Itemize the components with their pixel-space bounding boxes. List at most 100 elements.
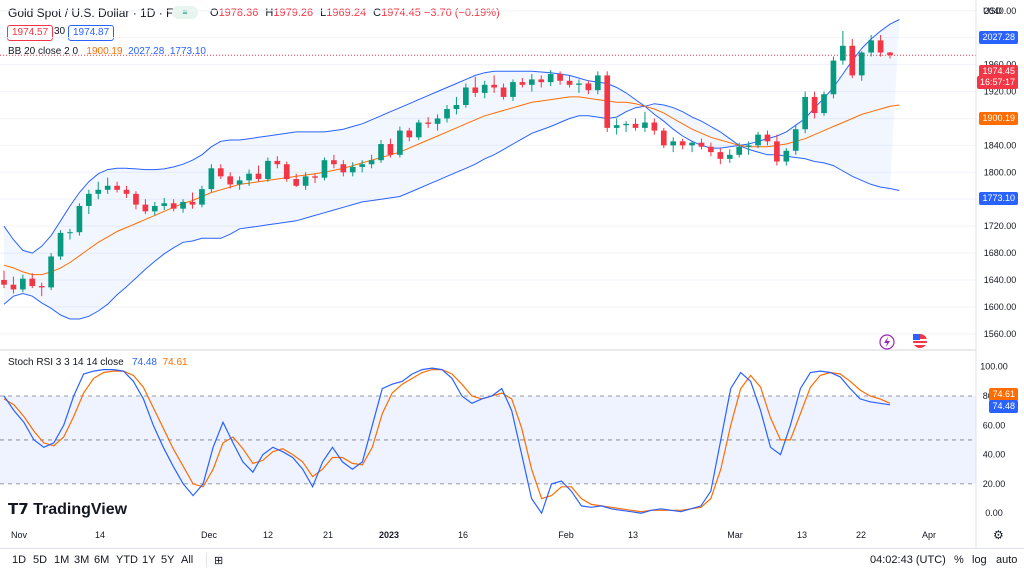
candle-body bbox=[349, 166, 356, 173]
candle-body bbox=[670, 141, 677, 146]
candle-body bbox=[868, 40, 874, 53]
candle-body bbox=[274, 160, 281, 165]
candle-body bbox=[246, 173, 252, 181]
tf-3m[interactable]: 3M bbox=[74, 554, 90, 566]
tradingview-logo[interactable]: 𝗧𝟳 TradingView bbox=[8, 501, 128, 518]
candle-body bbox=[472, 87, 479, 93]
bb-upper-value: 2027.28 bbox=[128, 46, 165, 57]
candle-body bbox=[255, 173, 262, 180]
time-tick-label: 13 bbox=[797, 530, 807, 540]
candle-body bbox=[76, 205, 83, 233]
candle-body bbox=[180, 201, 186, 209]
tf-ytd[interactable]: YTD bbox=[116, 554, 138, 566]
candle-body bbox=[604, 75, 611, 128]
ohlc-low-label: L bbox=[320, 7, 327, 19]
tf-6m[interactable]: 6M bbox=[94, 554, 110, 566]
ohlc-low-value: 1969.24 bbox=[326, 7, 367, 19]
candle-body bbox=[151, 205, 158, 212]
sell-button[interactable]: 1974.57 bbox=[7, 25, 54, 41]
rsi-tick-label: 100.00 bbox=[980, 362, 1008, 372]
ohlc-open-value: 1978.36 bbox=[218, 7, 259, 19]
candle-body bbox=[802, 96, 808, 130]
candle-body bbox=[265, 160, 271, 180]
percent-toggle[interactable]: % bbox=[954, 554, 964, 566]
candle-body bbox=[745, 145, 752, 147]
candle-body bbox=[821, 94, 827, 114]
symbol-title[interactable]: Gold Spot / U.S. Dollar · 1D · FX bbox=[8, 6, 182, 20]
legend-toggle-icon[interactable]: ≡ bbox=[172, 6, 198, 19]
candle-body bbox=[698, 142, 705, 147]
date-range-icon[interactable]: ⊞ bbox=[214, 555, 224, 567]
candle-body bbox=[415, 122, 422, 138]
bb-legend[interactable]: BB 20 close 2 0 1900.19 2027.28 1773.10 bbox=[8, 46, 206, 57]
price-tick-label: 1960.00 bbox=[984, 60, 1017, 70]
rsi-levels bbox=[0, 395, 976, 485]
candle-body bbox=[576, 83, 582, 85]
candle-body bbox=[114, 185, 120, 190]
candle-body bbox=[755, 134, 761, 146]
candle-body bbox=[133, 193, 139, 205]
candle-body bbox=[887, 52, 893, 56]
candle-body bbox=[491, 84, 497, 88]
candle-body bbox=[57, 232, 64, 257]
candle-body bbox=[161, 203, 168, 206]
candles bbox=[1, 30, 893, 297]
price-tick-label: 1640.00 bbox=[984, 275, 1017, 285]
rsi-k-tag: 74.48 bbox=[989, 400, 1018, 413]
candle-body bbox=[585, 83, 592, 91]
tf-1d[interactable]: 1D bbox=[12, 554, 27, 566]
candle-body bbox=[10, 284, 17, 290]
rsi-tick-label: 0.00 bbox=[985, 508, 1003, 518]
tf-1m[interactable]: 1M bbox=[54, 554, 70, 566]
candle-body bbox=[830, 60, 837, 95]
time-tick-label: 14 bbox=[95, 530, 105, 540]
currency-selector[interactable]: USD bbox=[983, 6, 1003, 16]
clock-time[interactable]: 04:02:43 (UTC) bbox=[870, 554, 946, 566]
price-tick-label: 1920.00 bbox=[984, 87, 1017, 97]
candle-body bbox=[877, 40, 884, 53]
candle-body bbox=[510, 82, 516, 97]
settings-gear-icon[interactable]: ⚙ bbox=[993, 528, 1004, 542]
toolbar-divider bbox=[206, 553, 207, 567]
candle-body bbox=[434, 118, 441, 124]
time-tick-label: Mar bbox=[727, 530, 743, 540]
bb-upper-tag: 2027.28 bbox=[979, 31, 1018, 44]
log-toggle[interactable]: log bbox=[972, 554, 987, 566]
chart-canvas[interactable]: 1560.001600.001640.001680.001720.001760.… bbox=[0, 0, 1024, 548]
candle-body bbox=[566, 80, 573, 85]
candle-body bbox=[340, 164, 347, 173]
candle-body bbox=[20, 278, 26, 290]
candle-body bbox=[38, 286, 45, 288]
buy-button[interactable]: 1974.87 bbox=[68, 25, 115, 41]
rsi-tick-label: 40.00 bbox=[983, 450, 1006, 460]
bb-upper-line bbox=[3, 19, 900, 254]
auto-toggle[interactable]: auto bbox=[996, 554, 1018, 566]
rsi-d-line bbox=[3, 369, 891, 513]
candle-body bbox=[613, 125, 620, 128]
candle-body bbox=[651, 122, 658, 131]
rsi-legend[interactable]: Stoch RSI 3 3 14 14 close 74.48 74.61 bbox=[8, 357, 188, 368]
time-tick-label: Nov bbox=[11, 530, 28, 540]
candle-body bbox=[632, 123, 639, 128]
rsi-d-tag: 74.61 bbox=[989, 388, 1018, 401]
price-tick-label: 1840.00 bbox=[984, 140, 1017, 150]
tf-5y[interactable]: 5Y bbox=[161, 554, 175, 566]
countdown-tag: 16:57:17 bbox=[976, 76, 1018, 89]
ohlc-open-label: O bbox=[210, 7, 219, 19]
candle-body bbox=[529, 79, 535, 85]
bb-lower-tag: 1773.10 bbox=[979, 192, 1018, 205]
candle-body bbox=[368, 160, 375, 165]
candle-body bbox=[406, 130, 413, 138]
tf-all[interactable]: All bbox=[181, 554, 194, 566]
candle-body bbox=[463, 87, 469, 105]
candle-body bbox=[557, 74, 563, 81]
candle-body bbox=[849, 45, 856, 76]
candle-body bbox=[679, 141, 686, 146]
candle-body bbox=[67, 232, 73, 234]
tf-5d[interactable]: 5D bbox=[33, 554, 48, 566]
time-tick-label: Apr bbox=[922, 530, 936, 540]
tf-1y[interactable]: 1Y bbox=[142, 554, 156, 566]
time-tick-label: 13 bbox=[628, 530, 638, 540]
candle-body bbox=[29, 278, 36, 287]
chart-grid bbox=[0, 10, 976, 335]
